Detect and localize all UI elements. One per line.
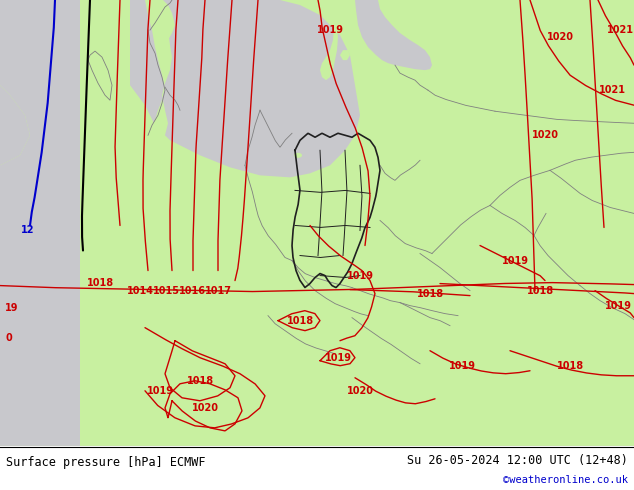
Text: 1020: 1020 (547, 32, 574, 42)
Text: 1021: 1021 (598, 85, 626, 95)
Polygon shape (150, 0, 175, 40)
Text: 1018: 1018 (557, 361, 583, 371)
Text: 1019: 1019 (347, 270, 373, 281)
Text: 1019: 1019 (448, 361, 476, 371)
Polygon shape (88, 50, 113, 103)
Ellipse shape (294, 153, 302, 158)
Text: 1018: 1018 (86, 277, 113, 288)
Polygon shape (145, 0, 172, 150)
Text: 1018: 1018 (417, 289, 444, 298)
Polygon shape (340, 50, 350, 60)
Text: 1021: 1021 (607, 25, 633, 35)
Text: 1016: 1016 (179, 286, 205, 295)
Polygon shape (355, 0, 432, 70)
Polygon shape (130, 0, 360, 177)
Text: 1019: 1019 (501, 255, 529, 266)
Text: 1020: 1020 (191, 403, 219, 413)
Text: 1019: 1019 (604, 301, 631, 311)
Text: 1019: 1019 (146, 386, 174, 396)
Text: 1019: 1019 (316, 25, 344, 35)
Polygon shape (380, 0, 634, 73)
Text: 12: 12 (22, 225, 35, 236)
Text: Su 26-05-2024 12:00 UTC (12+48): Su 26-05-2024 12:00 UTC (12+48) (407, 454, 628, 466)
Text: ©weatheronline.co.uk: ©weatheronline.co.uk (503, 475, 628, 485)
Polygon shape (0, 0, 80, 446)
Polygon shape (0, 0, 634, 446)
Text: 1014: 1014 (127, 286, 153, 295)
Text: 19: 19 (5, 303, 18, 313)
Text: 1019: 1019 (325, 353, 351, 363)
Text: 1015: 1015 (153, 286, 179, 295)
Text: 1018: 1018 (287, 316, 314, 326)
Text: 1018: 1018 (186, 376, 214, 386)
Text: 1017: 1017 (205, 286, 231, 295)
Text: Surface pressure [hPa] ECMWF: Surface pressure [hPa] ECMWF (6, 456, 206, 469)
Text: 0: 0 (5, 333, 12, 343)
Text: 1018: 1018 (526, 286, 553, 295)
Text: 1020: 1020 (347, 386, 373, 396)
Polygon shape (320, 0, 338, 80)
Text: 1020: 1020 (531, 130, 559, 140)
